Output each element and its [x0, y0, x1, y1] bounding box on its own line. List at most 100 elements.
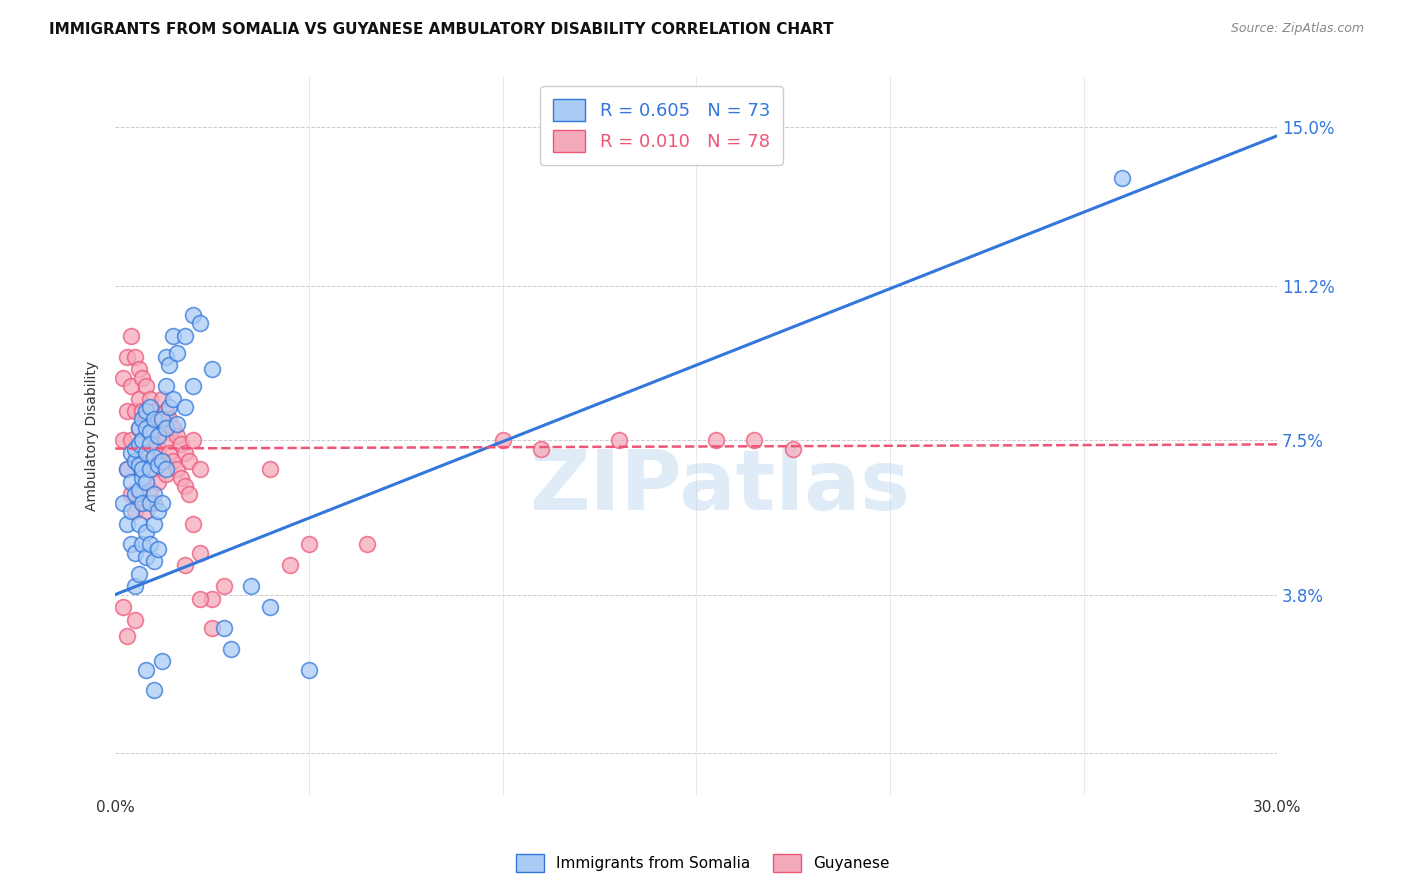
Point	[139, 425, 162, 439]
Point	[120, 329, 142, 343]
Point	[166, 417, 188, 431]
Point	[159, 446, 181, 460]
Text: ZIPatlas: ZIPatlas	[529, 446, 910, 527]
Point	[143, 554, 166, 568]
Point	[128, 458, 150, 473]
Point	[607, 434, 630, 448]
Point	[150, 654, 173, 668]
Point	[124, 404, 146, 418]
Point	[124, 454, 146, 468]
Point	[131, 537, 153, 551]
Point	[115, 516, 138, 531]
Point	[181, 516, 204, 531]
Point	[139, 400, 162, 414]
Point	[120, 504, 142, 518]
Point	[174, 329, 197, 343]
Legend: R = 0.605   N = 73, R = 0.010   N = 78: R = 0.605 N = 73, R = 0.010 N = 78	[540, 87, 783, 165]
Point	[124, 546, 146, 560]
Point	[491, 434, 513, 448]
Point	[135, 549, 157, 564]
Point	[150, 425, 173, 439]
Point	[139, 421, 162, 435]
Point	[782, 442, 804, 456]
Point	[131, 434, 153, 448]
Point	[143, 516, 166, 531]
Point	[181, 434, 204, 448]
Point	[111, 434, 134, 448]
Point	[115, 462, 138, 476]
Point	[135, 446, 157, 460]
Point	[174, 400, 197, 414]
Point	[115, 350, 138, 364]
Point	[190, 462, 212, 476]
Point	[139, 483, 162, 498]
Point	[162, 329, 184, 343]
Point	[530, 442, 553, 456]
Point	[124, 504, 146, 518]
Point	[174, 558, 197, 573]
Point	[146, 475, 169, 489]
Point	[201, 591, 224, 606]
Point	[120, 379, 142, 393]
Point	[143, 404, 166, 418]
Point	[143, 496, 166, 510]
Point	[128, 437, 150, 451]
Point	[139, 454, 162, 468]
Point	[135, 379, 157, 393]
Point	[139, 462, 162, 476]
Point	[162, 454, 184, 468]
Point	[131, 462, 153, 476]
Point	[166, 429, 188, 443]
Point	[239, 579, 262, 593]
Point	[120, 446, 142, 460]
Point	[128, 516, 150, 531]
Point	[190, 591, 212, 606]
Point	[166, 345, 188, 359]
Point	[131, 471, 153, 485]
Point	[143, 683, 166, 698]
Point	[177, 454, 200, 468]
Point	[131, 412, 153, 426]
Point	[212, 621, 235, 635]
Point	[143, 462, 166, 476]
Point	[128, 421, 150, 435]
Point	[259, 600, 281, 615]
Point	[131, 370, 153, 384]
Point	[139, 537, 162, 551]
Point	[135, 475, 157, 489]
Point	[259, 462, 281, 476]
Point	[150, 454, 173, 468]
Point	[146, 504, 169, 518]
Point	[120, 537, 142, 551]
Point	[139, 437, 162, 451]
Point	[177, 487, 200, 501]
Point	[155, 379, 177, 393]
Point	[742, 434, 765, 448]
Point	[131, 404, 153, 418]
Point	[356, 537, 378, 551]
Point	[159, 358, 181, 372]
Point	[128, 566, 150, 581]
Point	[298, 663, 321, 677]
Point	[135, 446, 157, 460]
Point	[181, 308, 204, 322]
Point	[150, 454, 173, 468]
Point	[212, 579, 235, 593]
Point	[139, 496, 162, 510]
Point	[146, 458, 169, 473]
Point	[120, 434, 142, 448]
Point	[150, 496, 173, 510]
Point	[124, 487, 146, 501]
Point	[128, 483, 150, 498]
Point	[124, 613, 146, 627]
Text: IMMIGRANTS FROM SOMALIA VS GUYANESE AMBULATORY DISABILITY CORRELATION CHART: IMMIGRANTS FROM SOMALIA VS GUYANESE AMBU…	[49, 22, 834, 37]
Point	[143, 434, 166, 448]
Point	[111, 496, 134, 510]
Point	[159, 400, 181, 414]
Y-axis label: Ambulatory Disability: Ambulatory Disability	[86, 361, 100, 511]
Point	[221, 641, 243, 656]
Point	[128, 362, 150, 376]
Point	[155, 462, 177, 476]
Point	[150, 412, 173, 426]
Point	[135, 524, 157, 539]
